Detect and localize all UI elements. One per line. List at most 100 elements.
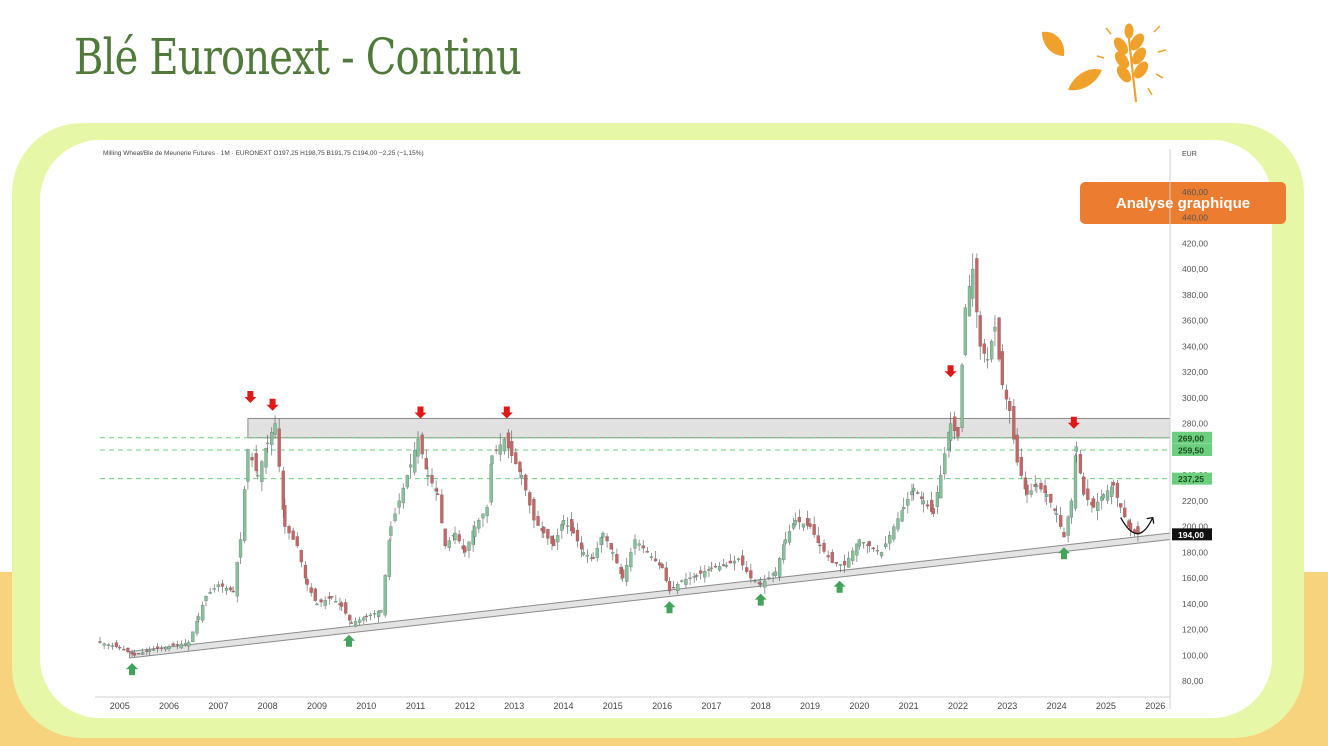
candle — [633, 534, 637, 555]
price-tag-label: 237,25 — [1178, 474, 1204, 484]
candle-body — [728, 560, 732, 564]
candle-body — [196, 616, 201, 620]
candle-body — [323, 600, 327, 606]
candle — [405, 474, 409, 490]
candle — [191, 631, 195, 643]
candle-body — [401, 487, 405, 504]
candle-body — [387, 540, 391, 577]
candle — [561, 515, 566, 529]
candle — [270, 427, 274, 456]
candle-body — [782, 544, 786, 561]
candle-body — [1004, 389, 1009, 400]
candle — [330, 596, 334, 600]
candle-body — [571, 527, 575, 534]
candle-body — [601, 532, 605, 538]
candle — [718, 562, 722, 572]
candle-body — [201, 605, 205, 621]
candle — [490, 454, 494, 465]
candle-body — [102, 643, 106, 646]
candle-body — [436, 493, 440, 495]
candle — [916, 490, 920, 495]
candle — [818, 541, 822, 554]
candle — [481, 513, 485, 527]
candle-body — [595, 547, 599, 559]
candle-body — [110, 645, 114, 647]
price-tag-label: 269,00 — [1178, 433, 1204, 443]
candle — [1082, 472, 1086, 497]
candle — [266, 434, 270, 453]
candle-body — [621, 569, 625, 579]
candle — [208, 588, 212, 595]
candle — [147, 646, 151, 656]
y-tick-label: 440,00 — [1182, 213, 1208, 223]
candle — [749, 563, 753, 583]
price-tag-bg — [1172, 444, 1212, 457]
candle — [389, 521, 393, 541]
candle-body — [703, 571, 707, 578]
candle — [195, 615, 199, 636]
candle-body — [473, 526, 477, 537]
candle — [910, 483, 914, 502]
candle-body — [1019, 456, 1023, 476]
candle — [953, 411, 957, 440]
candle — [842, 554, 847, 573]
price-tag: 194,00 — [1172, 528, 1212, 541]
candle — [489, 458, 493, 506]
candle-body — [939, 474, 943, 499]
candle — [1074, 441, 1078, 463]
candle — [420, 432, 424, 459]
candle-body — [1086, 488, 1090, 500]
candle — [1008, 397, 1012, 424]
candle-body — [393, 513, 397, 521]
candle — [1123, 499, 1127, 519]
candle-body — [147, 650, 151, 653]
candle — [1000, 344, 1004, 390]
candle-body — [260, 461, 264, 482]
candle — [783, 532, 788, 546]
candle — [649, 552, 654, 561]
candle — [660, 562, 664, 569]
x-tick-label: 2026 — [1145, 701, 1165, 711]
candle — [453, 526, 457, 544]
candle — [805, 510, 810, 530]
y-tick-label: 380,00 — [1182, 290, 1208, 300]
candle-body — [793, 520, 797, 525]
candle-body — [498, 444, 502, 455]
candle — [171, 641, 175, 647]
candle — [625, 557, 629, 587]
price-tag: 269,00 — [1172, 431, 1212, 444]
candle-body — [753, 580, 757, 582]
candle-body — [808, 523, 812, 527]
candle — [609, 542, 613, 550]
candle — [1045, 491, 1049, 506]
analysis-badge[interactable]: Analyse graphique — [1080, 182, 1286, 224]
candle-body — [536, 516, 540, 526]
x-tick-label: 2014 — [553, 701, 573, 711]
candle — [822, 539, 826, 554]
candle — [1066, 515, 1070, 543]
candle — [552, 535, 556, 547]
candle-body — [358, 619, 362, 623]
sell-arrow — [266, 398, 279, 411]
y-tick-label: 100,00 — [1182, 650, 1208, 660]
candle — [102, 642, 106, 649]
candle-body — [1074, 446, 1078, 452]
candle-body — [633, 539, 637, 549]
candle-body — [861, 542, 866, 544]
candle-body — [443, 528, 447, 547]
resistance-zone — [247, 417, 1171, 439]
candle-body — [1101, 494, 1106, 499]
candle-body — [611, 552, 615, 554]
y-tick-label: 140,00 — [1182, 599, 1208, 609]
candle-body — [581, 552, 585, 555]
candle-body — [430, 474, 434, 484]
candle-body — [453, 532, 457, 541]
candle-body — [238, 539, 243, 558]
candle — [277, 418, 281, 473]
x-tick-label: 2017 — [701, 701, 721, 711]
y-tick-label: 220,00 — [1182, 496, 1208, 506]
candle-body — [195, 620, 199, 634]
candle-body — [518, 461, 522, 473]
candle — [299, 549, 303, 568]
candle-body — [875, 550, 880, 552]
